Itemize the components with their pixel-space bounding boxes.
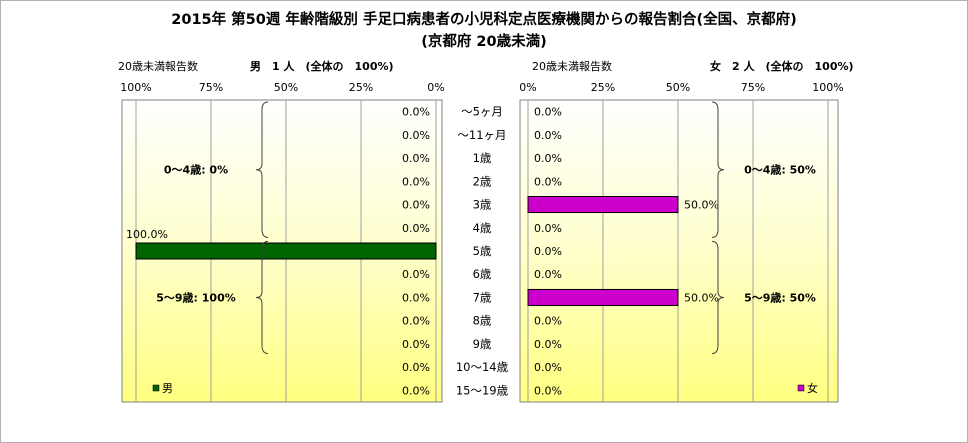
legend-swatch bbox=[152, 384, 160, 392]
value-label: 0.0% bbox=[402, 129, 430, 142]
group-brace bbox=[255, 240, 269, 355]
tick-label: 75% bbox=[199, 81, 223, 94]
value-label: 0.0% bbox=[402, 315, 430, 328]
value-label: 0.0% bbox=[402, 199, 430, 212]
value-label: 0.0% bbox=[534, 106, 562, 119]
value-label: 0.0% bbox=[534, 361, 562, 374]
category-label: 3歳 bbox=[473, 198, 492, 212]
value-label: 0.0% bbox=[534, 268, 562, 281]
total-label: 女 2 人 (全体の 100%) bbox=[710, 59, 854, 73]
value-label: 0.0% bbox=[402, 291, 430, 304]
category-label: 8歳 bbox=[473, 314, 492, 328]
value-label: 0.0% bbox=[534, 222, 562, 235]
tick-label: 50% bbox=[666, 81, 690, 94]
bar bbox=[527, 288, 679, 306]
tick-label: 0% bbox=[427, 81, 444, 94]
right-panel-female: 20歳未満報告数 女 2 人 (全体の 100%) 0% 25% 50% 75% 100% 0… bbox=[519, 59, 854, 403]
chart-subtitle: (京都府 20歳未満) bbox=[421, 32, 546, 50]
value-label: 0.0% bbox=[402, 152, 430, 165]
count-label: 20歳未満報告数 bbox=[532, 60, 612, 73]
value-label: 0.0% bbox=[402, 106, 430, 119]
category-label: 4歳 bbox=[473, 221, 492, 235]
tick-label: 75% bbox=[741, 81, 765, 94]
bar bbox=[135, 242, 437, 260]
value-label: 0.0% bbox=[402, 175, 430, 188]
group-label: 0～4歳: 50% bbox=[744, 163, 816, 177]
value-label: 100.0% bbox=[126, 228, 168, 241]
category-label: 9歳 bbox=[473, 337, 492, 351]
total-label: 男 1 人 (全体の 100%) bbox=[250, 59, 394, 73]
legend-swatch bbox=[797, 384, 805, 392]
category-label: ～5ヶ月 bbox=[461, 105, 503, 119]
tick-label: 100% bbox=[812, 81, 843, 94]
value-label: 0.0% bbox=[402, 268, 430, 281]
tick-label: 25% bbox=[591, 81, 615, 94]
bar bbox=[527, 196, 679, 214]
chart-title: 2015年 第50週 年齢階級別 手足口病患者の小児科定点医療機関からの報告割合… bbox=[171, 10, 796, 28]
value-label: 0.0% bbox=[534, 152, 562, 165]
tick-label: 0% bbox=[519, 81, 536, 94]
category-label: 15～19歳 bbox=[456, 383, 509, 397]
category-label: 2歳 bbox=[473, 174, 492, 188]
count-label: 20歳未満報告数 bbox=[118, 60, 198, 73]
left-panel-male: 20歳未満報告数 男 1 人 (全体の 100%) 0% 25% 50% 75% 100% 0… bbox=[118, 59, 445, 403]
value-label: 0.0% bbox=[534, 175, 562, 188]
category-label: 5歳 bbox=[473, 244, 492, 258]
value-label: 0.0% bbox=[534, 315, 562, 328]
category-label: 7歳 bbox=[473, 290, 492, 304]
tick-label: 100% bbox=[120, 81, 151, 94]
group-label: 0～4歳: 0% bbox=[164, 163, 228, 177]
value-label: 0.0% bbox=[534, 338, 562, 351]
age-category-labels: ～5ヶ月 ～11ヶ月 1歳 2歳 3歳 4歳 5歳 6歳 7歳 8歳 9歳 10～14歳 15～19歳 bbox=[456, 105, 509, 398]
category-label: 6歳 bbox=[473, 267, 492, 281]
group-brace bbox=[711, 240, 725, 355]
value-label: 0.0% bbox=[534, 129, 562, 142]
value-label: 50.0% bbox=[684, 199, 719, 212]
legend-label: 男 bbox=[162, 382, 173, 395]
value-label: 0.0% bbox=[402, 222, 430, 235]
value-label: 0.0% bbox=[402, 361, 430, 374]
category-label: 1歳 bbox=[473, 151, 492, 165]
tick-label: 50% bbox=[274, 81, 298, 94]
value-label: 50.0% bbox=[684, 291, 719, 304]
tick-label: 25% bbox=[349, 81, 373, 94]
group-brace bbox=[255, 101, 269, 238]
group-label: 5～9歳: 100% bbox=[156, 290, 236, 304]
value-label: 0.0% bbox=[402, 384, 430, 397]
category-label: 10～14歳 bbox=[456, 360, 509, 374]
category-label: ～11ヶ月 bbox=[457, 128, 506, 142]
group-label: 5～9歳: 50% bbox=[744, 290, 816, 304]
value-label: 0.0% bbox=[402, 338, 430, 351]
plot-area bbox=[519, 99, 839, 403]
group-brace bbox=[711, 101, 725, 238]
value-label: 0.0% bbox=[534, 245, 562, 258]
legend-label: 女 bbox=[807, 381, 818, 395]
value-label: 0.0% bbox=[534, 384, 562, 397]
